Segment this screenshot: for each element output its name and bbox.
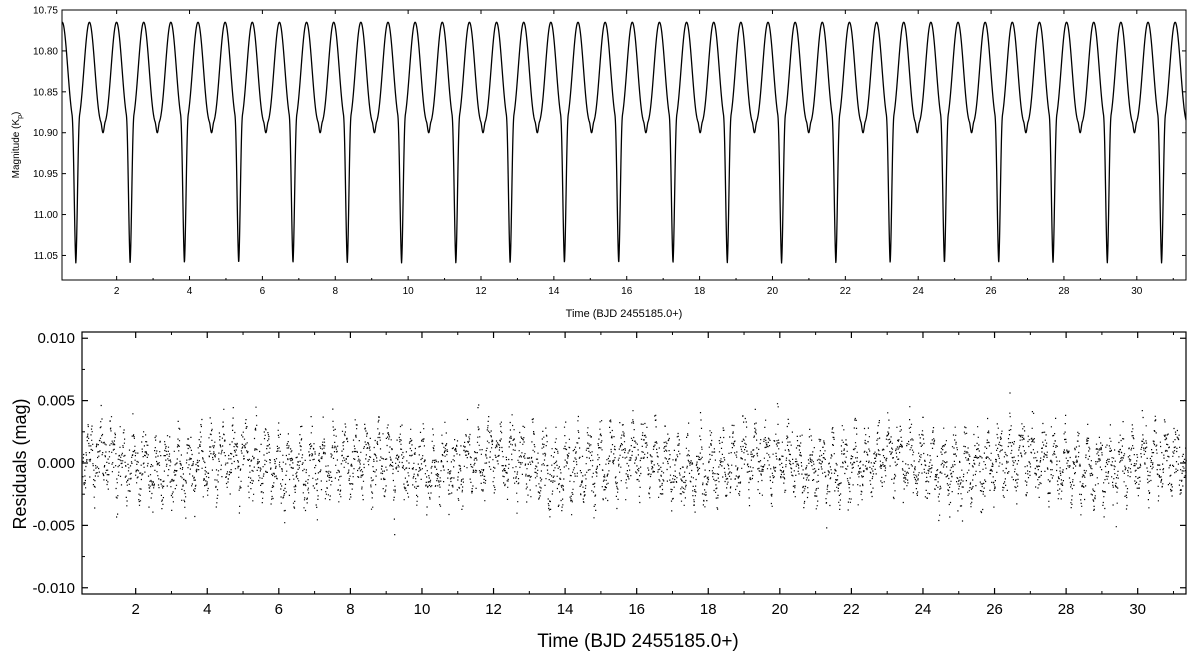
residuals-y-ticks: 0.010 0.005 0.000 -0.005 -0.010 [32,330,1186,597]
x-tick-label: 12 [485,601,502,618]
y-tick-label: 10.80 [33,46,58,57]
y-tick-label: 11.00 [34,210,59,221]
x-tick-label: 20 [767,286,779,297]
x-tick-label: 28 [1058,601,1075,618]
x-tick-label: 8 [346,601,354,618]
residuals-data [82,392,1187,536]
x-tick-label: 6 [260,286,266,297]
residuals-series-points [82,392,1187,536]
x-tick-label: 24 [913,286,925,297]
light-curve-frame [61,9,1187,281]
y-tick-label: -0.005 [32,517,75,534]
x-tick-label: 18 [694,286,706,297]
y-tick-label: 0.005 [37,393,75,410]
y-tick-label: 10.75 [33,6,58,17]
x-tick-label: 2 [114,286,120,297]
x-tick-label: 20 [771,601,788,618]
x-tick-label: 2 [132,601,140,618]
light-curve-x-label: Time (BJD 2455185.0+) [566,308,683,320]
residuals-x-ticks: 2 4 6 8 10 12 14 16 18 20 22 24 26 28 30 [132,332,1174,618]
y-tick-label: 0.000 [37,455,75,472]
residuals-x-label: Time (BJD 2455185.0+) [537,631,739,652]
x-tick-label: 22 [840,286,852,297]
x-tick-label: 16 [628,601,645,618]
light-curve-series-line [61,21,1187,264]
light-curve-y-ticks: 10.75 10.80 10.85 10.90 10.95 11.00 11.05 [33,6,1186,262]
x-tick-label: 16 [621,286,633,297]
x-tick-label: 26 [986,601,1003,618]
light-curve-y-label-main: Magnitude (K [11,119,22,179]
x-tick-label: 24 [915,601,932,618]
x-tick-label: 6 [275,601,283,618]
x-tick-label: 30 [1131,286,1143,297]
x-tick-label: 30 [1129,601,1146,618]
residuals-panel: 2 4 6 8 10 12 14 16 18 20 22 24 26 28 30 0.0100.0050.0… [10,330,1187,652]
x-tick-label: 4 [187,286,193,297]
y-tick-label: -0.010 [32,580,75,597]
light-curve-y-label-sub: p [17,115,24,119]
x-tick-label: 12 [475,286,487,297]
light-curve-y-label: Magnitude (Kp) [11,112,24,179]
x-tick-label: 26 [986,286,998,297]
light-curve-data [61,21,1187,264]
light-curve-panel: 2 4 6 8 10 12 14 16 18 20 22 24 26 28 30 10.7510.8010.… [11,6,1187,320]
light-curve-x-ticks: 2 4 6 8 10 12 14 16 18 20 22 24 26 28 30 [114,10,1174,297]
x-tick-label: 18 [700,601,717,618]
y-tick-label: 10.95 [33,169,58,180]
x-tick-label: 28 [1058,286,1070,297]
x-tick-label: 14 [548,286,560,297]
y-tick-label: 10.90 [33,128,58,139]
residuals-frame [81,331,1187,595]
residuals-y-label: Residuals (mag) [10,398,30,529]
x-tick-label: 4 [203,601,211,618]
y-tick-label: 10.85 [33,87,58,98]
y-tick-label: 11.05 [34,251,59,262]
light-curve-y-label-end: ) [11,112,22,115]
x-tick-label: 8 [332,286,338,297]
y-tick-label: 0.010 [37,330,75,347]
x-tick-label: 10 [403,286,415,297]
x-tick-label: 14 [557,601,574,618]
x-tick-label: 22 [843,601,860,618]
x-tick-label: 10 [414,601,431,618]
